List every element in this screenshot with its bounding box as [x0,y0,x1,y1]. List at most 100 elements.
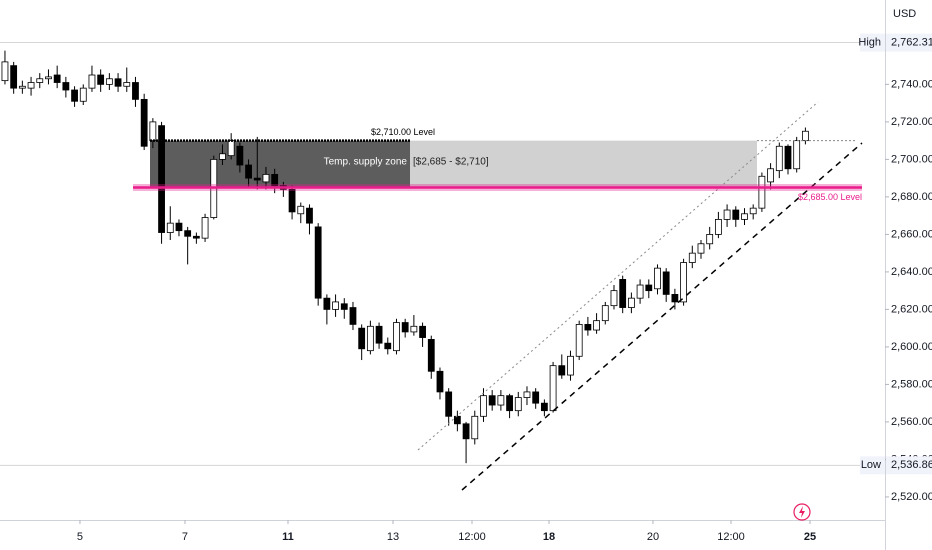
currency: USD [893,8,916,20]
candle-body [219,153,226,160]
level-label: $2,685.00 Level [798,192,862,202]
candle-body [558,365,566,376]
x-tick-label: 12:00 [458,531,486,543]
candle-body [453,415,461,425]
candle-body [262,173,270,183]
candle-body [393,322,400,352]
candle-body [627,297,635,308]
y-tick-label: 2,660.00 [891,228,932,240]
extreme-name: Low [861,459,881,471]
candle-body [784,145,792,170]
candle-body [584,324,592,331]
candle-body [480,395,487,417]
x-tick-label: 11 [282,531,294,543]
candle-body [462,423,470,440]
zone-layer [150,140,757,188]
candle-body [158,125,165,233]
trend-channel [417,101,819,451]
extreme-box [886,33,932,52]
candle-body [105,78,113,85]
extreme-box [886,456,932,475]
candle-body [471,415,479,440]
candle-body [306,207,313,224]
candle-body [245,164,252,179]
candle-body [123,82,131,87]
x-tick-label: 13 [387,531,399,543]
candle-body [549,365,557,412]
candle-body [749,207,757,215]
candle-body [166,222,174,233]
candle-body [801,130,809,142]
x-tick-label: 20 [647,531,659,543]
candle-body [723,209,731,220]
extreme-value: 2,536.86 [891,459,932,471]
candle-body [288,188,296,213]
candle-body [758,175,766,209]
candle-body [79,87,87,102]
candle-body [688,252,696,263]
candle-body [53,74,61,83]
candle-body [114,78,122,87]
candle-body [332,301,339,310]
candle-body [384,342,392,350]
candle-body [1,61,9,82]
extreme-name: High [858,36,881,48]
candle-body [671,294,679,303]
y-tick-label: 2,640.00 [891,266,932,278]
candle-body [297,205,305,215]
y-tick-label: 2,560.00 [891,416,932,428]
candle-body [375,325,383,344]
extreme-name-box [860,33,885,52]
candle-body [340,303,348,310]
level-layer: Temp. supply zone [$2,685 - $2,710] $2,710… [133,127,862,202]
y-tick-label: 2,720.00 [891,116,932,128]
candle-body [593,320,600,331]
y-tick-label: 2,580.00 [891,378,932,390]
candle-layer [1,50,809,464]
extreme-value: 2,762.31 [891,36,932,48]
candle-body [271,173,279,187]
supply-zone [410,140,757,188]
x-tick-label: 12:00 [717,531,745,543]
candle-body [427,339,435,372]
candle-body [401,322,409,333]
extreme-name-box [860,456,885,475]
candle-body [227,140,235,157]
candle-body [514,397,522,412]
candle-body [741,213,748,220]
candle-body [445,391,453,417]
candle-body [192,235,200,239]
axis-layer: 2,520.002,540.002,560.002,580.002,600.00… [77,33,932,543]
zone-label: Temp. supply zone [324,157,408,168]
candle-body [506,395,513,412]
candle-body [27,82,35,89]
candle-body [793,140,801,170]
candle-body [697,243,705,254]
level-label: $2,710.00 Level [371,127,435,137]
candle-body [149,121,157,142]
grid-layer [0,42,885,466]
candle-body [314,226,322,299]
candle-body [662,271,670,295]
y-tick-label: 2,620.00 [891,303,932,315]
candle-body [714,219,722,235]
candle-body [610,290,618,307]
candle-body [654,267,661,290]
y-tick-label: 2,600.00 [891,341,932,353]
candle-body [36,78,44,83]
y-tick-label: 2,520.00 [891,491,932,503]
candle-body [10,65,18,89]
candle-body [436,370,444,393]
candle-body [45,76,52,80]
candle-body [732,209,740,220]
candle-body [636,284,644,299]
x-tick-label: 25 [804,531,816,543]
candle-body [775,145,783,172]
x-tick-label: 5 [77,531,83,543]
candle-body [132,82,139,100]
candle-body [323,297,331,310]
supply-zone-core [150,140,410,188]
y-tick-label: 2,740.00 [891,78,932,90]
candle-body [567,355,574,376]
y-tick-label: 2,700.00 [891,153,932,165]
